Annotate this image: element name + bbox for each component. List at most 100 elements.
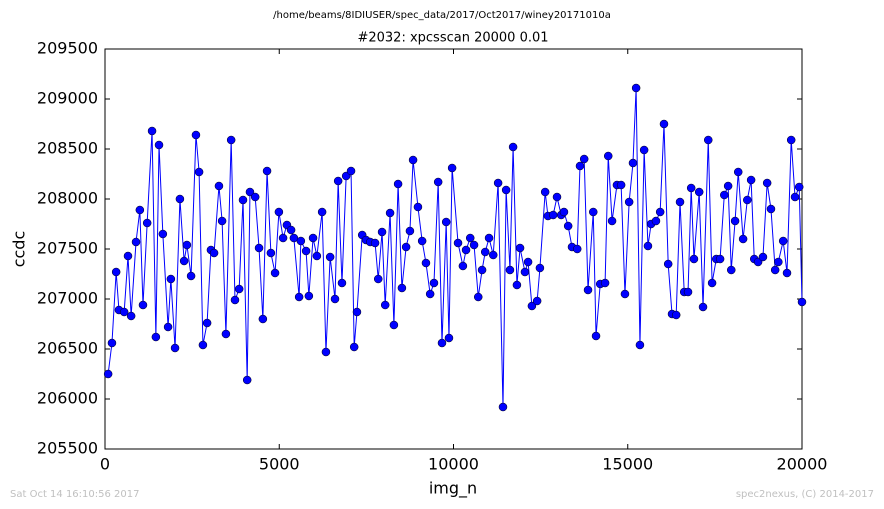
data-point <box>532 296 542 306</box>
data-point <box>501 185 511 195</box>
data-point <box>540 187 550 197</box>
data-point <box>217 216 227 226</box>
data-point <box>296 236 306 246</box>
data-point <box>317 207 327 217</box>
y-tick-label: 206500 <box>37 339 98 358</box>
data-point <box>380 300 390 310</box>
data-point <box>465 233 475 243</box>
x-tick-label: 0 <box>100 455 110 474</box>
y-tick-label: 209500 <box>37 39 98 58</box>
data-point <box>170 343 180 353</box>
data-point <box>515 243 525 253</box>
data-point <box>552 192 562 202</box>
data-point <box>583 285 593 295</box>
data-point <box>123 251 133 261</box>
data-point <box>746 175 756 185</box>
data-point <box>182 240 192 250</box>
data-point <box>786 135 796 145</box>
data-point <box>278 233 288 243</box>
data-point <box>441 217 451 227</box>
data-point <box>458 261 468 271</box>
data-point <box>346 166 356 176</box>
data-point <box>520 267 530 277</box>
y-tick-label: 209000 <box>37 89 98 108</box>
data-point <box>603 151 613 161</box>
data-point <box>337 278 347 288</box>
data-point <box>312 251 322 261</box>
data-point <box>389 320 399 330</box>
data-point <box>733 167 743 177</box>
data-point <box>433 177 443 187</box>
data-point <box>221 329 231 339</box>
data-point <box>245 187 255 197</box>
data-point <box>158 229 168 239</box>
data-point <box>591 331 601 341</box>
data-point <box>405 226 415 236</box>
data-point <box>694 187 704 197</box>
data-point <box>119 307 129 317</box>
data-point <box>575 161 585 171</box>
data-point <box>535 263 545 273</box>
data-point <box>370 238 380 248</box>
data-point <box>226 135 236 145</box>
data-point <box>651 216 661 226</box>
data-point <box>209 248 219 258</box>
data-point <box>643 241 653 251</box>
data-point <box>770 265 780 275</box>
data-point <box>620 289 630 299</box>
data-point <box>548 210 558 220</box>
data-point <box>254 243 264 253</box>
data-point <box>635 340 645 350</box>
data-point <box>154 140 164 150</box>
data-point <box>790 192 800 202</box>
data-point <box>743 195 752 205</box>
data-point <box>401 242 411 252</box>
x-tick-label: 15000 <box>602 455 653 474</box>
data-point <box>762 178 772 188</box>
data-point <box>274 207 284 217</box>
y-tick-label: 208000 <box>37 189 98 208</box>
data-point <box>675 197 685 207</box>
y-tick-label: 207500 <box>37 239 98 258</box>
data-point <box>477 265 487 275</box>
data-point <box>270 268 280 278</box>
data-point <box>778 236 788 246</box>
data-point <box>447 163 457 173</box>
data-point <box>202 318 212 328</box>
data-point <box>321 347 331 357</box>
data-point <box>242 375 252 385</box>
data-point <box>408 155 418 165</box>
data-point <box>131 237 141 247</box>
data-point <box>797 297 807 307</box>
data-point <box>258 314 268 324</box>
data-point <box>138 300 148 310</box>
data-point <box>689 254 699 264</box>
data-point <box>373 274 383 284</box>
data-point <box>214 181 224 191</box>
data-point <box>111 267 121 277</box>
data-point <box>304 291 314 301</box>
data-point <box>559 207 569 217</box>
data-point <box>480 247 490 257</box>
data-point <box>488 250 498 260</box>
data-point <box>607 216 617 226</box>
y-tick-label: 207000 <box>37 289 98 308</box>
data-point <box>639 145 649 155</box>
data-point <box>579 154 589 164</box>
x-tick-label: 5000 <box>259 455 300 474</box>
data-point <box>421 258 431 268</box>
data-point <box>135 205 145 215</box>
data-point <box>179 256 189 266</box>
data-point <box>794 182 804 192</box>
data-point <box>349 342 359 352</box>
data-point <box>461 245 471 255</box>
x-tick-label: 20000 <box>777 455 828 474</box>
data-point <box>425 289 435 299</box>
data-point <box>301 246 311 256</box>
y-axis-label: ccdc <box>10 231 29 268</box>
data-point <box>429 278 439 288</box>
data-point <box>782 268 792 278</box>
